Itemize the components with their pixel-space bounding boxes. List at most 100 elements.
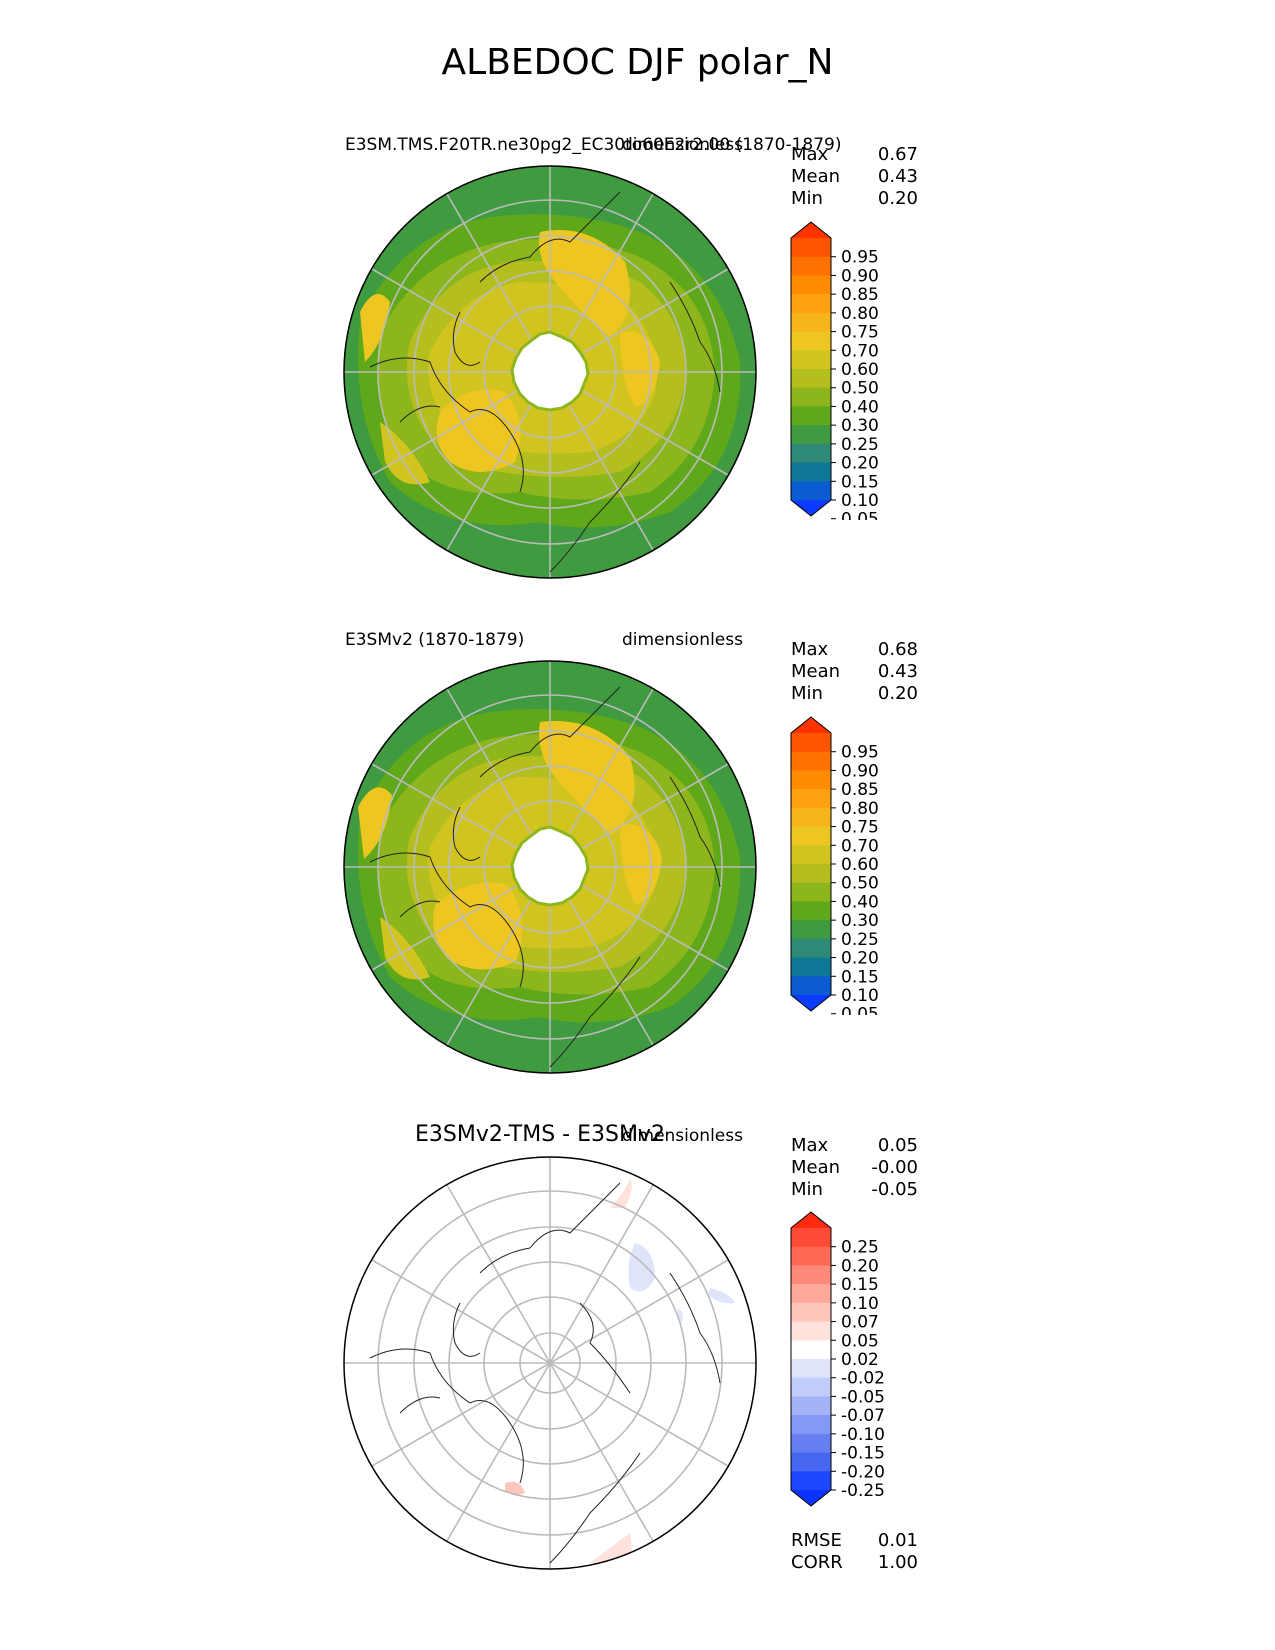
colorbar-tick-label: -0.05 (841, 1387, 885, 1407)
colorbar-tick-label: 0.60 (841, 360, 879, 380)
colorbar-tick-label: 0.10 (841, 491, 879, 511)
colorbar-swatch (791, 864, 831, 884)
colorbar-swatch (791, 957, 831, 977)
panel-3-corr-label: CORR (791, 1552, 843, 1573)
colorbar-tick-label: -0.15 (841, 1444, 885, 1464)
colorbar-swatch (791, 387, 831, 407)
colorbar-tick-label: 0.70 (841, 836, 879, 856)
colorbar-tick-label: 0.95 (841, 743, 879, 763)
panel-1-stat-min-label: Min (791, 188, 823, 209)
colorbar-extend-min (791, 1490, 831, 1506)
colorbar-tick-label: 0.90 (841, 761, 879, 781)
colorbar-swatch (791, 1359, 831, 1379)
colorbar-swatch (791, 733, 831, 753)
colorbar-tick-label: 0.15 (841, 472, 879, 492)
colorbar-tick-label: 0.20 (841, 454, 879, 474)
colorbar-swatch (791, 1433, 831, 1454)
colorbar-swatch (791, 275, 831, 295)
panel-3-left-title: E3SMv2-TMS - E3SMv2 (415, 1122, 665, 1147)
colorbar-tick-label: 0.40 (841, 892, 879, 912)
panel-3-colorbar: 0.250.200.150.100.070.050.02-0.02-0.05-0… (790, 1211, 885, 1507)
colorbar-tick-label: 0.02 (841, 1350, 879, 1370)
colorbar-extend-min (791, 995, 831, 1011)
colorbar-swatch (791, 938, 831, 959)
figure-title: ALBEDOC DJF polar_N (441, 42, 834, 83)
panel-3-corr-value: 1.00 (877, 1552, 918, 1573)
colorbar-swatch (791, 901, 831, 921)
colorbar-tick-label: -0.02 (841, 1369, 885, 1389)
colorbar-swatch (791, 1471, 831, 1491)
colorbar-extend-min (791, 500, 831, 516)
panel-2-stat-min-value: 0.20 (877, 683, 918, 704)
panel-2-polar-map (343, 660, 757, 1074)
colorbar-tick-label: -0.07 (841, 1406, 885, 1426)
panel-2-stat-mean-value: 0.43 (877, 661, 918, 682)
colorbar-swatch (791, 1415, 831, 1435)
colorbar-tick-label: 0.80 (841, 799, 879, 819)
colorbar-tick-label: 0.30 (841, 911, 879, 931)
colorbar-tick-label: 0.20 (841, 1256, 879, 1276)
panel-1-left-title: E3SM.TMS.F20TR.ne30pg2_EC30to60E2r2.00 (… (345, 135, 842, 155)
colorbar-swatch (791, 369, 831, 389)
colorbar-swatch (791, 751, 831, 771)
panel-3-rmse-value: 0.01 (877, 1530, 918, 1551)
panel-1-polar-map (343, 165, 757, 579)
colorbar-swatch (791, 1340, 831, 1360)
colorbar-swatch (791, 406, 831, 426)
colorbar-tick-label: 0.75 (841, 818, 879, 838)
colorbar-tick-label: -0.20 (841, 1462, 885, 1482)
panel-3-stat-mean-value: -0.00 (871, 1157, 918, 1178)
colorbar-swatch (791, 331, 831, 351)
colorbar-swatch (791, 294, 831, 314)
colorbar-swatch (791, 312, 831, 333)
colorbar-swatch (791, 1284, 831, 1304)
panel-2-stat-max-label: Max (791, 639, 829, 660)
panel-2-stat-max-value: 0.68 (877, 639, 918, 660)
colorbar-swatch (791, 462, 831, 482)
colorbar-tick-label: 0.20 (841, 949, 879, 969)
colorbar-swatch (791, 1265, 831, 1285)
colorbar-tick-label: -0.10 (841, 1425, 885, 1445)
panel-1-right-title: dimensionless (622, 135, 743, 155)
panel-3-right-title: dimensionless (622, 1126, 743, 1146)
colorbar-tick-label: 0.60 (841, 855, 879, 875)
colorbar-tick-label: 0.05 (841, 510, 879, 520)
panel-3-stat-max-label: Max (791, 1135, 829, 1156)
colorbar-tick-label: 0.15 (841, 1275, 879, 1295)
colorbar-swatch (791, 443, 831, 464)
colorbar-swatch (791, 826, 831, 846)
colorbar-swatch (791, 1396, 831, 1416)
colorbar-swatch (791, 789, 831, 809)
colorbar-tick-label: 0.05 (841, 1005, 879, 1015)
panel-2-left-title: E3SMv2 (1870-1879) (345, 630, 525, 650)
colorbar-tick-label: 0.85 (841, 780, 879, 800)
colorbar-swatch (791, 1321, 831, 1341)
colorbar-tick-label: 0.05 (841, 1331, 879, 1351)
panel-3-stat-mean-label: Mean (791, 1157, 841, 1178)
colorbar-tick-label: 0.70 (841, 341, 879, 361)
panel-2-colorbar: 0.950.900.850.800.750.700.600.500.400.30… (790, 716, 879, 1015)
panel-1-stat-mean-value: 0.43 (877, 166, 918, 187)
colorbar-swatch (791, 882, 831, 902)
colorbar-tick-label: -0.25 (841, 1481, 885, 1501)
panel-2-right-title: dimensionless (622, 630, 743, 650)
colorbar-swatch (791, 845, 831, 865)
colorbar-tick-label: 0.85 (841, 285, 879, 305)
colorbar-swatch (791, 1452, 831, 1472)
colorbar-swatch (791, 1246, 831, 1266)
colorbar-swatch (791, 238, 831, 258)
colorbar-swatch (791, 425, 831, 445)
colorbar-tick-label: 0.90 (841, 266, 879, 286)
colorbar-tick-label: 0.80 (841, 304, 879, 324)
panel-1-stat-max-label: Max (791, 144, 829, 165)
colorbar-extend-max (791, 222, 831, 238)
colorbar-tick-label: 0.10 (841, 1294, 879, 1314)
colorbar-tick-label: 0.40 (841, 397, 879, 417)
panel-3-stat-max-value: 0.05 (877, 1135, 918, 1156)
colorbar-swatch (791, 256, 831, 276)
panel-1-colorbar: 0.950.900.850.800.750.700.600.500.400.30… (790, 221, 879, 520)
colorbar-swatch (791, 1377, 831, 1397)
panel-3-stat-min-value: -0.05 (871, 1179, 918, 1200)
colorbar-tick-label: 0.50 (841, 379, 879, 399)
panel-1-stat-mean-label: Mean (791, 166, 841, 187)
